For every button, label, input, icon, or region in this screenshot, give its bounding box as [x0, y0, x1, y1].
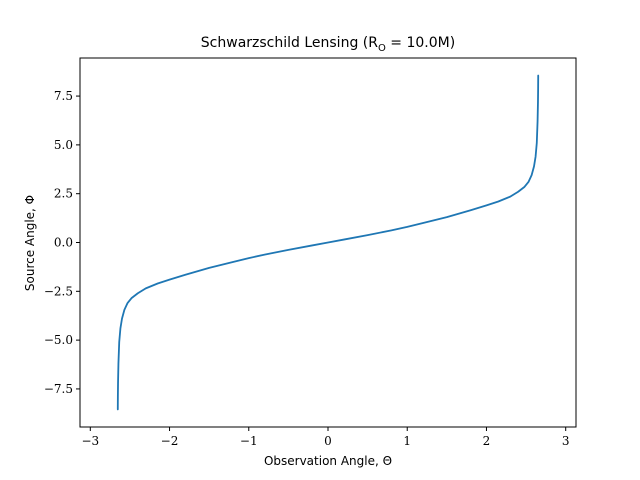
y-tick-label: −5.0 — [44, 333, 73, 347]
series-line — [116, 74, 540, 411]
y-tick-label: 0.0 — [54, 236, 73, 250]
x-tick-label: −2 — [161, 434, 179, 448]
y-axis-ticks: −7.5 −5.0 −2.5 0.0 2.5 5.0 7.5 — [44, 89, 80, 396]
y-axis-label: Source Angle, Φ — [23, 195, 37, 291]
plot-area — [79, 57, 577, 428]
chart-title: Schwarzschild Lensing (RO = 10.0M) — [201, 35, 455, 54]
x-tick-label: 1 — [403, 434, 411, 448]
x-axis-label: Observation Angle, Θ — [264, 454, 392, 468]
x-tick-label: −1 — [240, 434, 258, 448]
y-tick-label: 5.0 — [54, 138, 73, 152]
y-tick-label: 2.5 — [54, 187, 73, 201]
x-tick-label: 0 — [324, 434, 332, 448]
y-tick-label: 7.5 — [54, 89, 73, 103]
x-tick-label: −3 — [81, 434, 99, 448]
x-tick-label: 2 — [483, 434, 491, 448]
x-tick-label: 3 — [562, 434, 570, 448]
y-tick-label: −7.5 — [44, 382, 73, 396]
x-axis-ticks: −3 −2 −1 0 1 2 3 — [81, 427, 570, 448]
y-tick-label: −2.5 — [44, 284, 73, 298]
